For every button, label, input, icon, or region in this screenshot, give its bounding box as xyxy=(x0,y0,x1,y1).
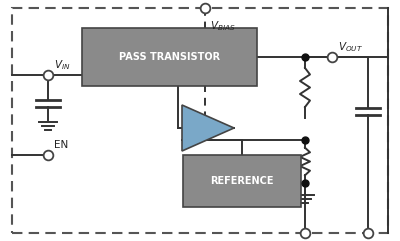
Text: EN: EN xyxy=(54,140,68,150)
Text: PASS TRANSISTOR: PASS TRANSISTOR xyxy=(119,52,220,62)
Text: $V_{BIAS}$: $V_{BIAS}$ xyxy=(210,19,236,33)
Bar xyxy=(82,28,257,86)
Bar xyxy=(183,155,301,207)
Text: $V_{IN}$: $V_{IN}$ xyxy=(54,58,70,72)
Text: REFERENCE: REFERENCE xyxy=(210,176,274,186)
Text: $V_{OUT}$: $V_{OUT}$ xyxy=(338,40,363,54)
Polygon shape xyxy=(182,105,234,151)
